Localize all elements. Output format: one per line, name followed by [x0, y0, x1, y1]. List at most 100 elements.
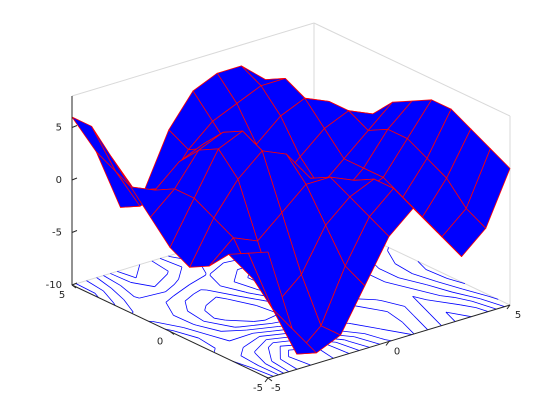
contour-line [173, 284, 190, 297]
contour-line [355, 305, 388, 312]
contour-line [265, 363, 284, 374]
contour-line [428, 284, 453, 293]
contour-line [446, 277, 466, 284]
contour-line [178, 266, 183, 280]
contour-line [480, 298, 505, 307]
contour-line [488, 295, 499, 300]
y-tick [267, 377, 273, 382]
contour-line [445, 311, 456, 322]
z-tick-label: 0 [56, 175, 62, 186]
contour-line [429, 313, 442, 326]
z-tick-label: 5 [56, 123, 62, 134]
contour-line [445, 311, 472, 318]
contour-line [240, 347, 244, 356]
contour-line [208, 334, 230, 342]
contour-line [198, 337, 216, 349]
y-tick-label: -5 [253, 383, 263, 394]
contour-line [240, 355, 259, 367]
contour-line [221, 329, 247, 332]
contour-line [380, 328, 413, 335]
contour-line [237, 295, 263, 301]
contour-line [111, 288, 125, 301]
contour-line [246, 326, 279, 331]
contour-line [402, 321, 415, 335]
contour-line [376, 299, 383, 302]
contour-line [76, 283, 96, 294]
contour-line [86, 280, 104, 292]
contour-line [412, 295, 427, 301]
contour-line [426, 284, 430, 286]
contour-line [120, 285, 132, 295]
contour-line [454, 297, 473, 302]
contour-line [440, 295, 455, 298]
contour-line [205, 296, 217, 306]
contour-line [378, 268, 399, 279]
contour-line [204, 310, 215, 319]
contour-line [154, 273, 168, 287]
y-tick-label: 5 [59, 290, 65, 301]
contour-line [351, 323, 381, 330]
contour-line [272, 340, 291, 344]
contour-line [203, 320, 235, 328]
contour-line [412, 296, 419, 303]
z-tick [71, 282, 78, 286]
contour-line [220, 285, 246, 293]
contour-line [151, 260, 169, 272]
contour-line [196, 324, 222, 332]
z-tick-label: -10 [46, 280, 62, 291]
contour-line [210, 262, 224, 274]
contour-line [413, 315, 417, 319]
contour-line [471, 300, 497, 310]
contour-line [462, 288, 489, 297]
contour-line [172, 313, 174, 316]
z-tick-label: -5 [52, 228, 62, 239]
x-tick-label: 0 [394, 347, 400, 358]
contour-line [242, 336, 260, 348]
contour-line [204, 305, 207, 311]
contour-line [123, 299, 134, 313]
contour-line [134, 296, 140, 299]
contour-line [382, 300, 405, 307]
contour-line [348, 322, 352, 325]
z-tick [71, 230, 78, 233]
x-tick [264, 377, 269, 383]
contour-line [184, 300, 188, 312]
y-tick [71, 284, 77, 289]
contour-line [184, 293, 194, 302]
surface-patch [247, 251, 293, 330]
contour-line [258, 365, 279, 376]
contour-line [451, 291, 481, 300]
contour-line [254, 339, 267, 352]
contour-line [387, 247, 389, 251]
contour-line [173, 278, 179, 285]
contour-line [251, 367, 274, 377]
contour-line [384, 281, 413, 290]
contour-line [412, 273, 437, 282]
contour-line [268, 342, 274, 348]
contour-line [183, 327, 210, 336]
box-edge [71, 22, 315, 97]
contour-line [247, 274, 249, 278]
surface-patch [71, 116, 117, 172]
x-tick [385, 341, 390, 346]
contour-line [225, 319, 254, 322]
contour-line [475, 307, 489, 312]
contour-line [214, 317, 226, 321]
contour-line [216, 296, 228, 300]
contour-line [206, 289, 238, 297]
contour-line [460, 304, 477, 309]
contour-line [229, 332, 254, 342]
contour-line [288, 356, 311, 366]
contour-line [167, 271, 169, 275]
contour-line [193, 323, 197, 326]
contour-line [97, 278, 112, 289]
contour-line [193, 289, 201, 295]
contour-line [271, 360, 273, 362]
contour-line [189, 274, 206, 285]
contour-line [327, 344, 350, 354]
contour-line [159, 258, 183, 268]
contour-line [415, 317, 429, 331]
contour-line [110, 273, 132, 283]
axes: -505-505-10-505 [46, 96, 521, 394]
contour-line [139, 291, 166, 299]
